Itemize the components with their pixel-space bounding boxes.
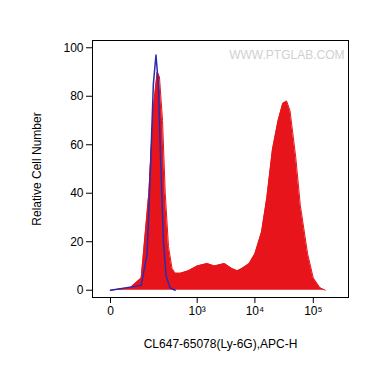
svg-text:40: 40 <box>70 186 84 200</box>
svg-text:10⁵: 10⁵ <box>304 304 322 318</box>
svg-text:20: 20 <box>70 235 84 249</box>
svg-text:10⁴: 10⁴ <box>246 304 265 318</box>
svg-text:0: 0 <box>77 283 84 297</box>
svg-text:60: 60 <box>70 138 84 152</box>
svg-text:80: 80 <box>70 89 84 103</box>
svg-text:CL647-65078(Ly-6G),APC-H: CL647-65078(Ly-6G),APC-H <box>144 337 298 351</box>
svg-text:0: 0 <box>107 304 114 318</box>
svg-text:100: 100 <box>63 41 83 55</box>
svg-text:10³: 10³ <box>189 304 206 318</box>
svg-text:Relative Cell Number: Relative Cell Number <box>30 112 44 225</box>
svg-text:WWW.PTGLAB.COM: WWW.PTGLAB.COM <box>229 48 344 62</box>
